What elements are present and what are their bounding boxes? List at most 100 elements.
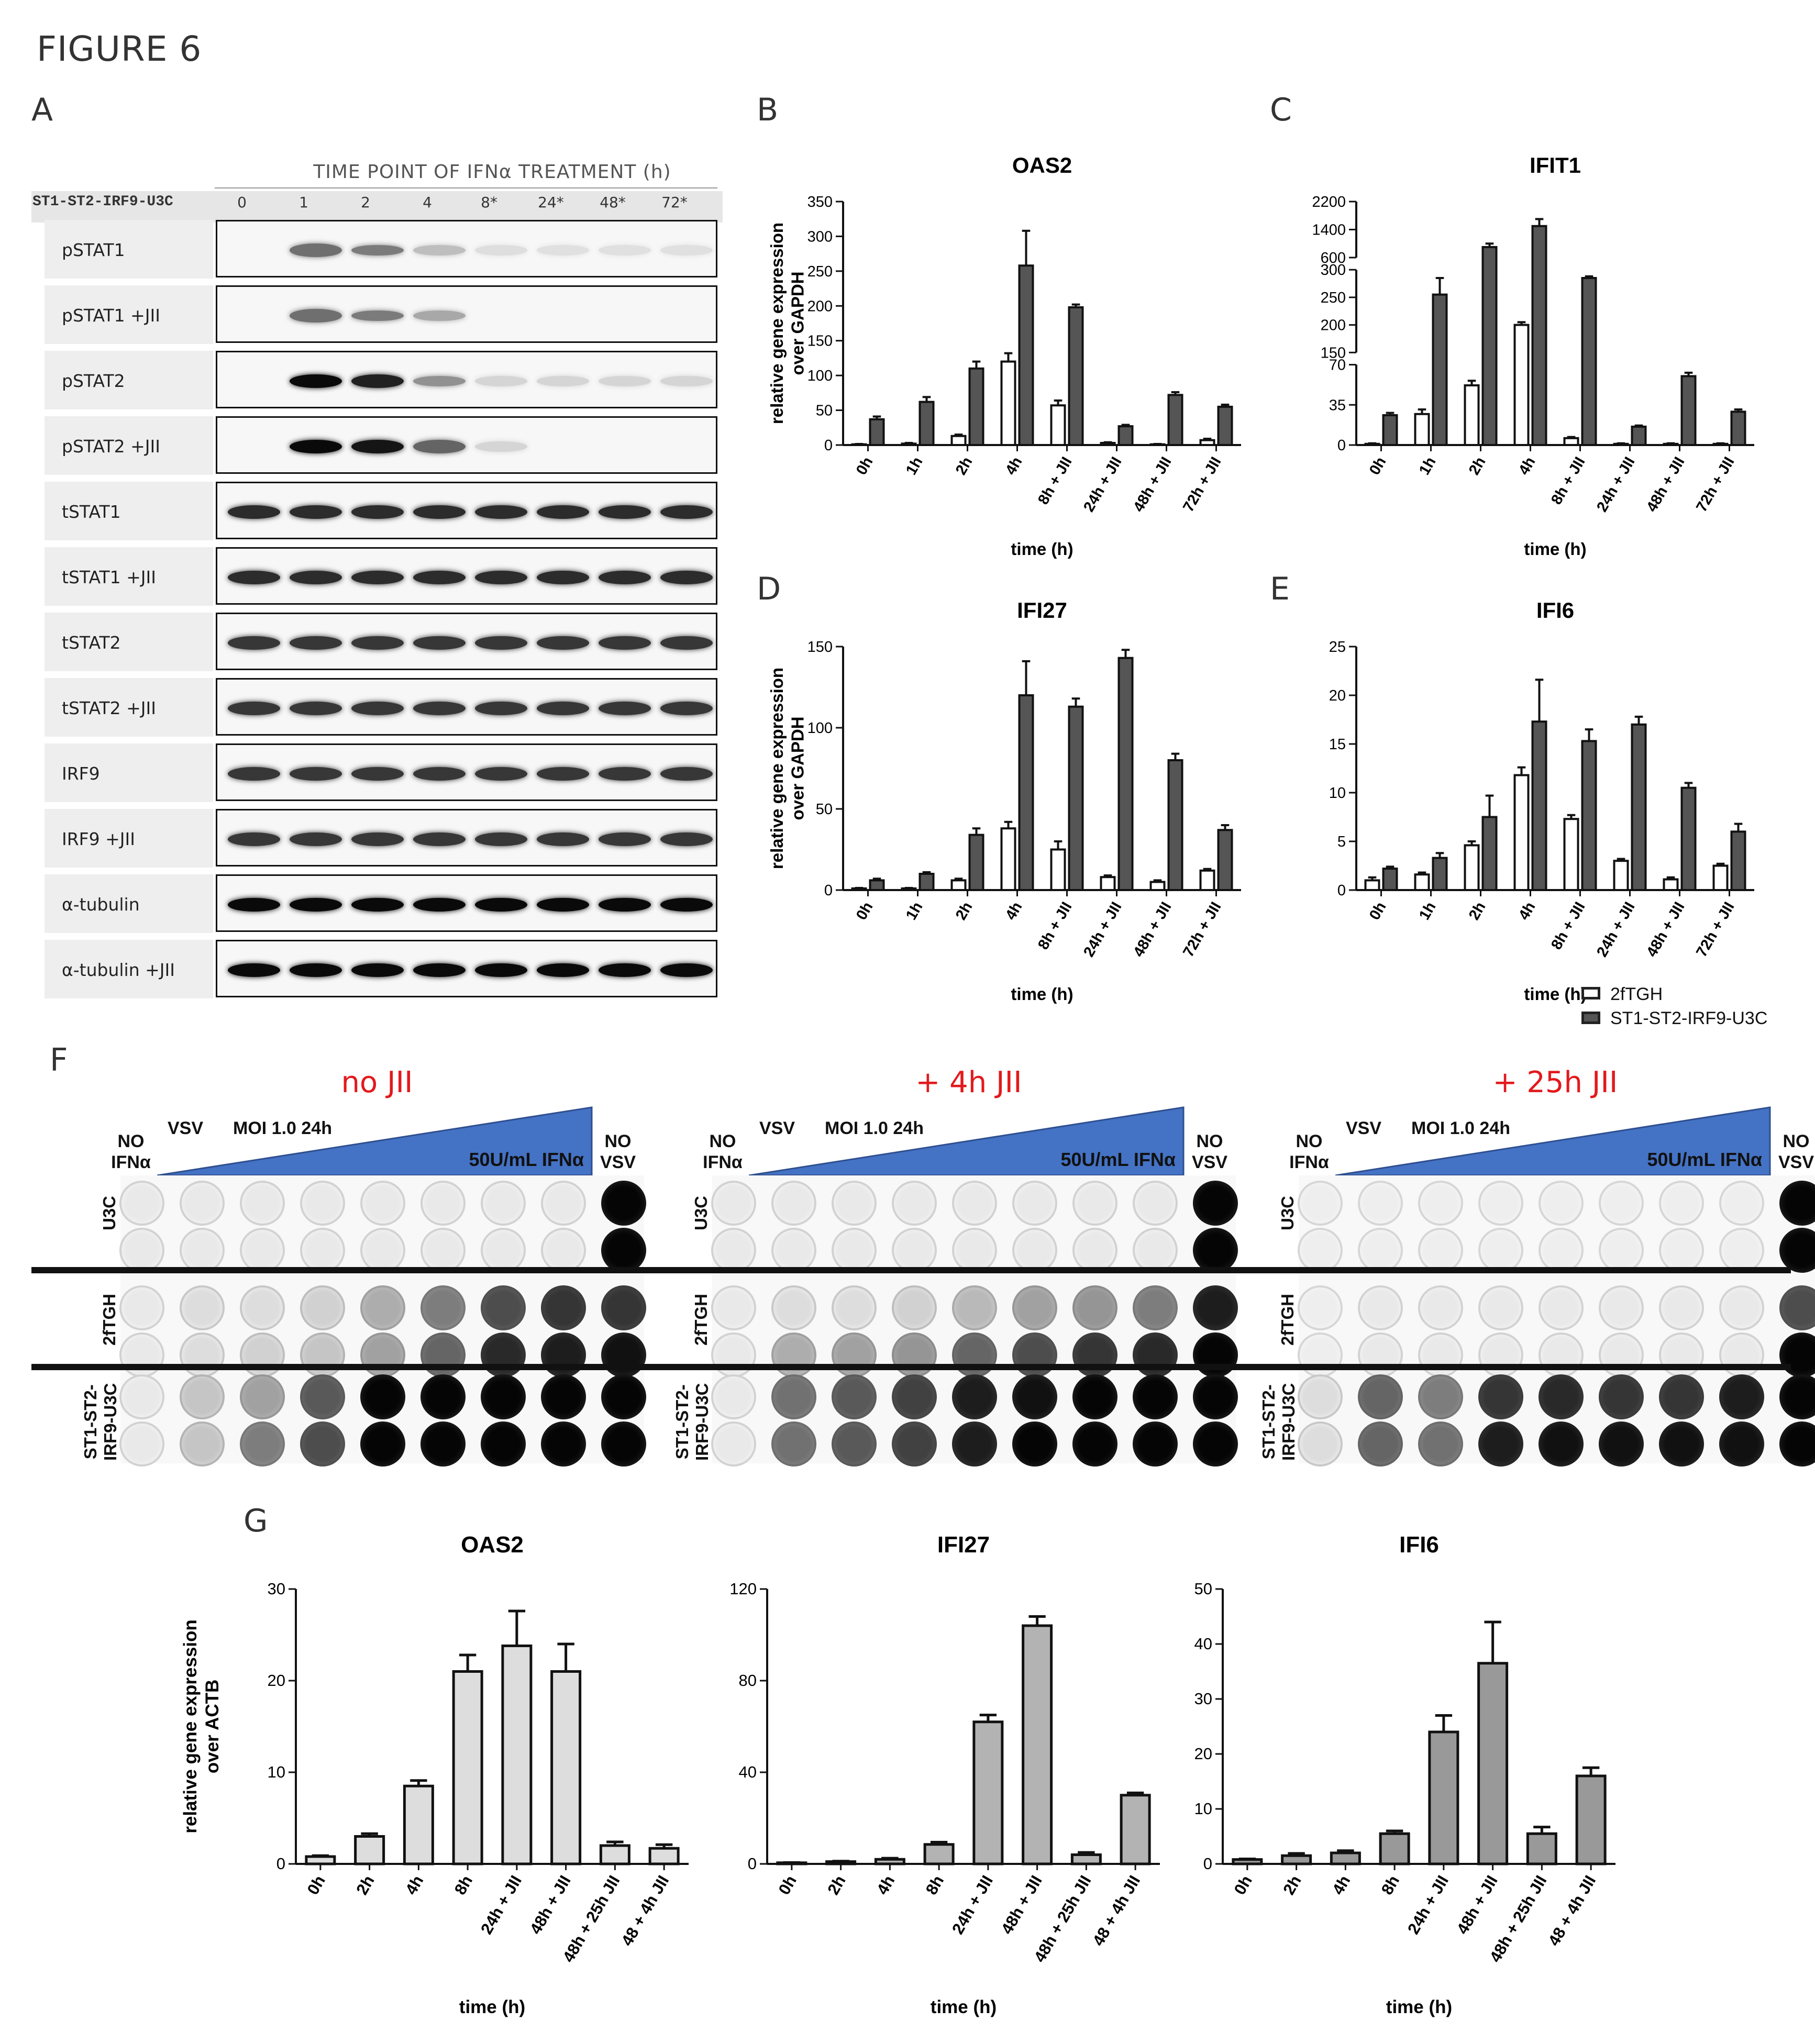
well — [1012, 1181, 1057, 1226]
well — [1193, 1421, 1238, 1467]
blot-label-bg — [45, 482, 213, 540]
x-tick-label: 2h — [1466, 899, 1489, 923]
time-point-label: 72* — [661, 194, 688, 211]
well — [711, 1181, 756, 1226]
vsv-label: VSV — [1346, 1118, 1382, 1138]
well — [119, 1374, 164, 1419]
blot-row-label: α-tubulin — [62, 894, 140, 915]
blot-band — [537, 636, 589, 650]
well — [1478, 1421, 1523, 1467]
bar — [1513, 774, 1530, 891]
well — [1599, 1228, 1644, 1273]
cell-line-bar — [31, 191, 723, 223]
condition-label: no JII — [341, 1065, 413, 1099]
well — [481, 1228, 526, 1273]
chart-title: OAS2 — [1012, 153, 1072, 177]
well — [420, 1421, 466, 1467]
bar — [1631, 723, 1647, 891]
well — [1719, 1285, 1764, 1330]
ifn-gradient-label: 50U/mL IFNα — [1060, 1149, 1176, 1170]
blot-label-bg — [45, 743, 213, 802]
row-label: ST1-ST2- IRF9-U3C — [81, 1383, 120, 1461]
well — [711, 1374, 756, 1419]
row-separator — [31, 1267, 1791, 1273]
x-tick-label: 48h + JII — [526, 1872, 574, 1937]
well — [832, 1228, 877, 1273]
blot-band — [413, 636, 466, 650]
bar — [918, 873, 935, 891]
x-tick-label: 1h — [903, 899, 926, 923]
blot-row-label: tSTAT2 +JII — [62, 698, 156, 718]
y-tick-label: 40 — [739, 1763, 757, 1781]
blot-band — [537, 376, 589, 386]
well — [1418, 1421, 1463, 1467]
blot-strip — [216, 809, 717, 867]
bar — [1000, 360, 1016, 447]
well — [180, 1374, 225, 1419]
well — [119, 1421, 164, 1467]
y-axis-label-line: relative gene expression — [180, 1619, 201, 1834]
bar — [1432, 293, 1448, 446]
blot-band — [290, 832, 342, 846]
blot-band — [475, 898, 527, 912]
x-tick-label: 0h — [775, 1872, 800, 1898]
x-tick-label: 2h — [1279, 1872, 1304, 1898]
blot-band — [290, 636, 342, 650]
well — [1599, 1374, 1644, 1419]
bar — [1680, 375, 1697, 446]
y-axis-label: relative gene expressionover GAPDH — [767, 668, 807, 869]
well — [1539, 1285, 1584, 1330]
y-tick-label: 35 — [1329, 397, 1346, 414]
blot-label-bg — [45, 285, 213, 344]
chart-title: IFI6 — [1536, 598, 1574, 623]
no-ifn-label: NO IFNα — [1289, 1131, 1329, 1172]
blot-label-bg — [45, 678, 213, 737]
well — [1659, 1374, 1704, 1419]
legend-label-st1st2: ST1-ST2-IRF9-U3C — [1610, 1008, 1768, 1028]
x-tick-label: 8h + JII — [1548, 899, 1588, 953]
well — [481, 1421, 526, 1467]
bar — [874, 1858, 905, 1865]
bar — [1464, 844, 1480, 891]
x-axis-label: time (h) — [1011, 539, 1073, 559]
x-tick-label: 24h + JII — [948, 1872, 997, 1937]
blot-band — [290, 702, 342, 715]
y-tick-label: 70 — [1329, 357, 1346, 374]
row-label: U3C — [99, 1196, 119, 1230]
bar — [1217, 829, 1233, 891]
well — [360, 1285, 405, 1330]
blot-band — [660, 898, 713, 912]
well — [360, 1181, 405, 1226]
well — [1193, 1374, 1238, 1419]
row-label-line: ST1-ST2- — [1259, 1384, 1278, 1460]
bar — [1680, 786, 1697, 892]
x-tick-label: 8h + JII — [1548, 454, 1588, 508]
bar — [1414, 413, 1430, 446]
blot-band — [413, 963, 466, 977]
blot-band — [660, 505, 713, 519]
blot-label-bg — [45, 547, 213, 606]
well — [832, 1332, 877, 1378]
row-label-line: IRF9-U3C — [692, 1383, 712, 1461]
well — [1012, 1332, 1057, 1378]
chart-title: IFI27 — [1017, 598, 1067, 623]
well — [300, 1285, 345, 1330]
x-tick-label: 4h — [1515, 899, 1539, 923]
well — [601, 1374, 646, 1419]
well — [1298, 1374, 1343, 1419]
blot-band — [228, 636, 280, 650]
well — [360, 1374, 405, 1419]
legend-label-2ftgh: 2fTGH — [1610, 984, 1663, 1004]
well — [1539, 1332, 1584, 1378]
blot-band — [351, 374, 404, 388]
ifn-gradient-triangle: 50U/mL IFNα — [1335, 1106, 1771, 1176]
bar — [1613, 860, 1629, 892]
y-axis-label: relative gene expressionover GAPDH — [767, 223, 807, 424]
x-tick-label: 0h — [1366, 454, 1390, 478]
well — [481, 1181, 526, 1226]
x-tick-label: 2h — [352, 1872, 378, 1898]
well — [771, 1181, 816, 1226]
x-tick-label: 8h + JII — [1035, 454, 1075, 508]
header-rule — [215, 187, 717, 188]
